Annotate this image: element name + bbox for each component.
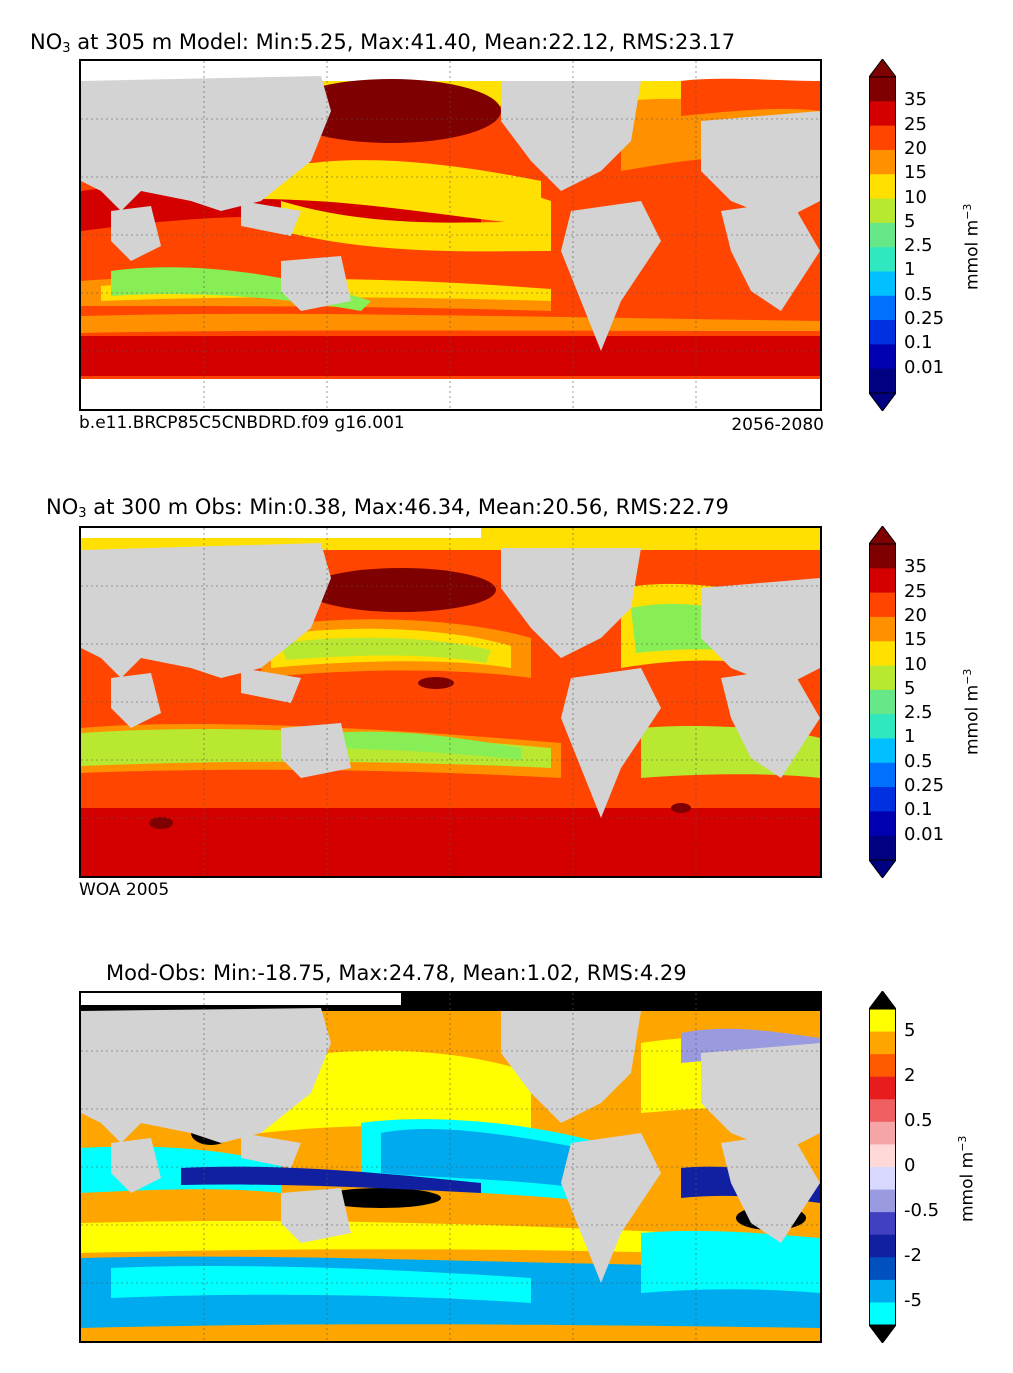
colorbar-swatch [869,320,896,345]
colorbar-swatch [869,295,896,321]
panel-diff-map [79,991,822,1343]
colorbar-swatch [869,592,896,618]
colorbar-tick-label: -5 [904,1290,922,1312]
panel-model-map [79,59,822,411]
colorbar-swatch [869,222,896,248]
colorbar-tick-label: 0.01 [904,823,945,845]
colorbar-swatch [869,174,896,200]
colorbar-swatch [869,125,896,151]
colorbar-swatch [869,1099,896,1123]
colorbar-tick-label: 0.25 [904,308,945,330]
colorbar-tick-label: -0.5 [904,1200,940,1222]
colorbar-tick-label: 35 [904,89,927,111]
panel-model-colorbar [869,59,896,411]
colorbar-tick-label: 25 [904,580,927,602]
colorbar-tick-label: 1 [904,726,916,748]
colorbar-swatch [869,762,896,788]
colorbar-tick-label: 0.5 [904,750,933,772]
colorbar-tick-label: 0.25 [904,775,945,797]
panel-obs-caption-left: WOA 2005 [79,880,170,900]
colorbar-swatch [869,544,896,569]
colorbar-tick-label: 0.5 [904,1109,933,1131]
colorbar-tick-label: 0.01 [904,356,945,378]
panel-model-title: NO3 at 305 m Model: Min:5.25, Max:41.40,… [30,30,736,56]
colorbar-tick-label: 0.1 [904,332,933,354]
panel-diff-colorbar-unit: mmol m−3 [956,1135,978,1222]
colorbar-extend-min [869,392,896,411]
colorbar-tick-label: 25 [904,113,927,135]
colorbar-swatch [869,1167,896,1191]
colorbar-swatch [869,568,896,594]
colorbar-tick-label: 5 [904,1019,916,1041]
colorbar-tick-label: 1 [904,259,916,281]
colorbar-tick-label: 2.5 [904,235,933,257]
colorbar-tick-label: 5 [904,677,916,699]
colorbar-swatch [869,738,896,764]
colorbar-tick-label: 15 [904,162,927,184]
colorbar-swatch [869,77,896,102]
panel-model-caption-left: b.e11.BRCP85C5CNBDRD.f09 g16.001 [79,413,405,433]
colorbar-swatch [869,1054,896,1078]
colorbar-swatch [869,149,896,175]
panel-model-caption-right: 2056-2080 [731,415,824,435]
panel-model-colorbar-unit: mmol m−3 [961,203,983,290]
colorbar-extend-max [869,59,896,78]
colorbar-swatch [869,1279,896,1303]
colorbar-swatch [869,1302,896,1326]
colorbar-swatch [869,1257,896,1281]
panel-obs-colorbar-unit: mmol m−3 [961,668,983,755]
colorbar-tick-label: 10 [904,186,927,208]
colorbar-tick-label: 20 [904,604,927,626]
colorbar-swatch [869,101,896,127]
colorbar-swatch [869,811,896,837]
colorbar-swatch [869,344,896,370]
panel-obs-title: NO3 at 300 m Obs: Min:0.38, Max:46.34, M… [46,495,729,521]
colorbar-swatch [869,1009,896,1033]
colorbar-swatch [869,247,896,272]
colorbar-swatch [869,1234,896,1258]
colorbar-tick-label: 35 [904,556,927,578]
colorbar-swatch [869,1031,896,1055]
colorbar-swatch [869,665,896,691]
colorbar-extend-max [869,526,896,545]
panel-diff-title: Mod-Obs: Min:-18.75, Max:24.78, Mean:1.0… [106,961,687,985]
panel-obs-colorbar [869,526,896,878]
colorbar-swatch [869,689,896,715]
colorbar-swatch [869,714,896,739]
colorbar-swatch [869,368,896,394]
colorbar-swatch [869,198,896,224]
colorbar-tick-label: 0 [904,1155,916,1176]
colorbar-extend-min [869,1324,896,1343]
colorbar-swatch [869,787,896,812]
colorbar-swatch [869,1144,896,1168]
colorbar-swatch [869,271,896,297]
colorbar-swatch [869,1076,896,1100]
colorbar-tick-label: 10 [904,653,927,675]
panel-obs-map [79,526,822,878]
colorbar-tick-label: 0.1 [904,799,933,821]
colorbar-tick-label: 2 [904,1064,916,1086]
colorbar-tick-label: 0.5 [904,283,933,305]
colorbar-tick-label: 15 [904,629,927,651]
colorbar-swatch [869,835,896,861]
colorbar-tick-label: 2.5 [904,702,933,724]
colorbar-swatch [869,616,896,642]
colorbar-extend-min [869,859,896,878]
colorbar-swatch [869,1212,896,1236]
colorbar-swatch [869,1189,896,1213]
colorbar-swatch [869,1121,896,1145]
colorbar-tick-label: 20 [904,137,927,159]
colorbar-tick-label: 5 [904,210,916,232]
colorbar-extend-max [869,991,896,1010]
colorbar-tick-label: -2 [904,1245,922,1267]
panel-diff-colorbar [869,991,896,1343]
colorbar-swatch [869,641,896,667]
